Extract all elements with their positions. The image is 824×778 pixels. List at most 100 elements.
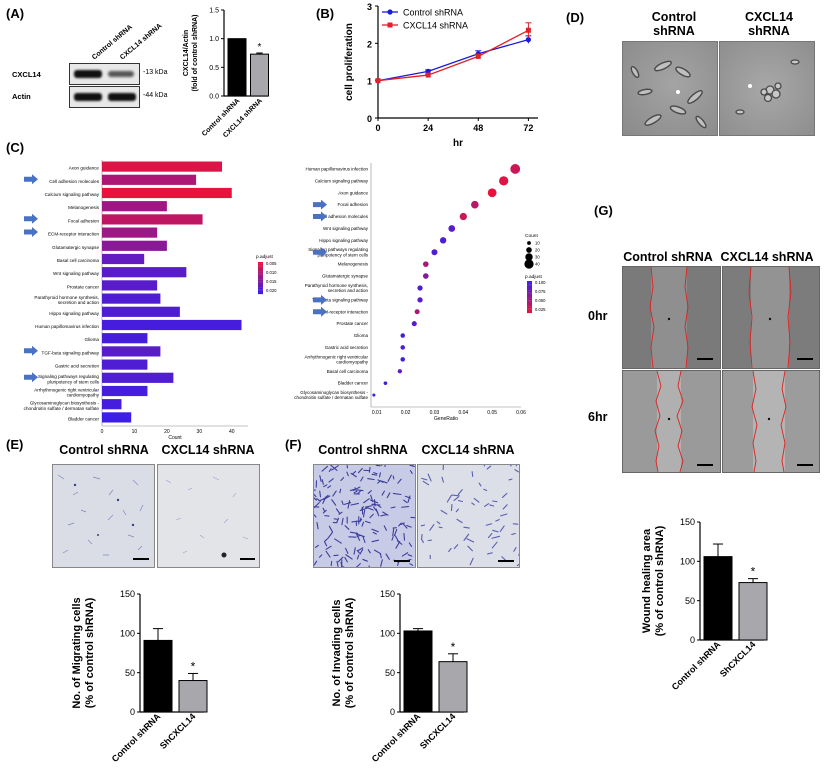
col-header-control: Control shRNA (623, 250, 713, 264)
data-point (499, 176, 509, 186)
y-tick-label: 150 (680, 517, 695, 527)
migration-image-control (52, 464, 155, 568)
chart-f-invasion: 0 50 100 150 Control shRNA * ShCXCL14 No. of In… (331, 589, 468, 764)
stained-cell (364, 520, 371, 524)
y-tick-label: 150 (120, 589, 135, 599)
y-tick-label: 1.5 (209, 7, 219, 14)
stained-cell (455, 508, 460, 513)
stained-cell (321, 479, 324, 485)
stained-cell (514, 469, 519, 473)
stained-cell (323, 538, 328, 542)
stained-cell (351, 520, 360, 523)
stained-cell (368, 466, 371, 473)
stained-cell (370, 494, 374, 503)
y-tick-label: 100 (120, 628, 135, 638)
category-label: Prostate cancer (336, 321, 368, 326)
col-header-control: Control shRNA (59, 443, 149, 457)
bar (102, 412, 132, 423)
y-tick-label: 0 (390, 707, 395, 717)
stained-cell (483, 488, 488, 492)
stained-cell (501, 492, 508, 499)
micrograph-d-cxcl14 (719, 41, 815, 136)
stained-cell (371, 539, 380, 543)
stained-cell (368, 565, 370, 567)
stained-cell (325, 550, 331, 558)
stained-cell (381, 490, 385, 496)
arrow-marker (313, 211, 327, 222)
stained-cell (453, 496, 459, 502)
wound-edges (723, 371, 819, 472)
legend-swatch (527, 292, 532, 294)
category-label: Axon guidance (338, 190, 368, 195)
legend-swatch (258, 287, 263, 290)
stained-cell (469, 557, 474, 566)
x-tick-label: 0.02 (401, 410, 411, 416)
y-tick-label: 100 (380, 628, 395, 638)
bar (102, 306, 180, 317)
legend-size-marker (527, 241, 531, 245)
chart-g-wound-healing: 0 50 100 150 Control shRNA * ShCXCL14 Wound hea… (641, 517, 768, 692)
y-axis-label: (% of control shRNA) (344, 597, 356, 708)
category-label: Arrhythmogenic right ventricular (304, 354, 368, 359)
blot-kda-label: -44 kDa (143, 92, 168, 99)
stained-cell (471, 502, 475, 506)
bar (102, 385, 148, 397)
y-tick-label: 1.0 (209, 36, 219, 43)
stained-cell (511, 532, 517, 535)
arrow-marker (313, 247, 327, 258)
data-point (525, 37, 531, 43)
invasion-image-cxcl14 (417, 464, 520, 568)
category-label: Glutamatergic synapse (322, 274, 369, 279)
category-label: Wnt signaling pathway (323, 226, 369, 231)
col-header-cxcl14: CXCL14 shRNA (421, 443, 515, 457)
y-axis-label: cell proliferation (344, 23, 355, 101)
x-tick-label: Control shRNA (201, 97, 241, 137)
legend-swatch (258, 289, 263, 291)
invasion-image-control (313, 464, 416, 568)
stained-cell (384, 465, 386, 468)
category-label: Bladder cancer (338, 381, 369, 386)
x-tick-label: 40 (229, 429, 235, 435)
stained-cell (362, 558, 368, 562)
western-blot-actin (69, 86, 140, 108)
x-tick-label: 0 (101, 429, 104, 435)
legend-swatch (258, 279, 263, 282)
category-label: Focal adhesion (337, 202, 368, 207)
y-tick-label: 50 (385, 668, 395, 678)
legend-swatch (258, 271, 263, 274)
legend-swatch (527, 305, 532, 307)
legend-swatch (258, 268, 263, 271)
stained-cell (381, 480, 388, 484)
category-label: Hippo signaling pathway (319, 238, 369, 243)
stained-cell (380, 513, 388, 517)
stained-cell (335, 508, 341, 514)
data-point (425, 72, 431, 78)
stained-cells (165, 476, 255, 560)
stained-cell (502, 504, 508, 510)
stained-cell (440, 509, 448, 515)
bar (102, 161, 223, 172)
x-tick-label: 48 (473, 123, 483, 133)
arrow-marker (24, 174, 38, 185)
bar (102, 201, 167, 212)
category-label: Cell adhesion molecules (49, 179, 99, 184)
panel-label-e: (E) (6, 437, 24, 452)
arrow-marker (313, 306, 327, 317)
y-tick-label: 100 (680, 556, 695, 566)
stained-cell (427, 473, 432, 482)
bar (438, 661, 468, 713)
stained-cell (351, 470, 357, 475)
legend-tick: 0.075 (535, 289, 546, 294)
y-axis-label: CXCL14/Actin (183, 30, 190, 76)
bar (102, 346, 161, 357)
category-label: TGF-beta signaling pathway (42, 350, 100, 355)
stained-cell (350, 502, 359, 506)
stained-cell (353, 547, 356, 555)
col-header-cxcl14: CXCL14 shRNA (161, 443, 255, 457)
data-point (439, 237, 447, 244)
legend-swatch (258, 273, 263, 275)
stained-cell (364, 505, 373, 508)
stained-cell (355, 532, 361, 541)
arrow-marker (313, 199, 327, 210)
category-label: Gastric acid secretion (55, 364, 100, 369)
